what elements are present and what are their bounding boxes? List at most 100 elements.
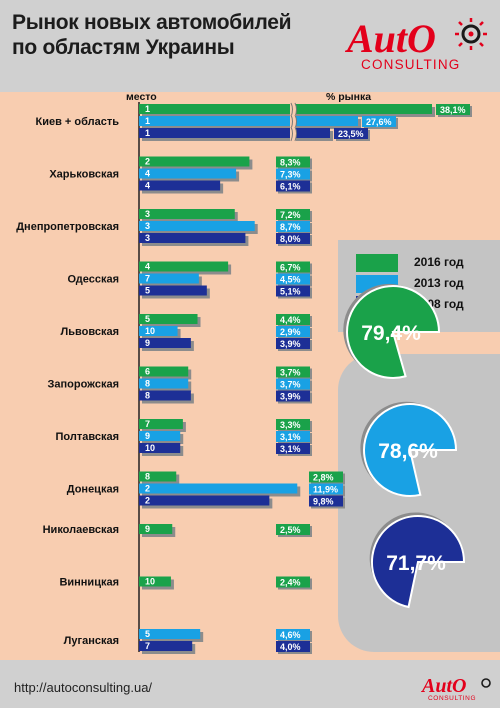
- region-group-0: Киев + область 1 38,1% 1 27,6% 1 23,5%: [35, 102, 472, 142]
- region-group-4: Львовская 5 4,4% 10 2,9% 9 3,9%: [61, 314, 312, 351]
- bar-2013: [139, 378, 189, 389]
- region-label: Львовская: [61, 326, 119, 338]
- rank-label: 8: [145, 472, 150, 482]
- pct-label: 23,5%: [338, 129, 364, 139]
- rank-label: 5: [145, 286, 150, 296]
- bar-2016: [139, 419, 183, 429]
- pct-label: 8,0%: [280, 234, 301, 244]
- footer-logo: AutO CONSULTING: [420, 675, 491, 702]
- pct-box: [309, 471, 343, 483]
- pct-label: 38,1%: [440, 105, 466, 115]
- region-label: Одесская: [67, 274, 119, 286]
- chart-area: 2016 год 2013 год 2008 год место% рынка К…: [0, 92, 500, 660]
- rank-label: 10: [145, 577, 155, 587]
- rank-label: 5: [145, 629, 150, 639]
- pct-box: [276, 629, 310, 640]
- autoconsulting-logo: AutO CONSULTING: [345, 16, 487, 72]
- pct-label: 3,1%: [280, 444, 301, 454]
- rank-label: 2: [145, 157, 150, 167]
- pct-box: [276, 443, 310, 454]
- pct-label: 8,7%: [280, 222, 301, 232]
- region-label: Николаевская: [43, 524, 119, 536]
- pct-label: 27,6%: [366, 117, 392, 127]
- pie-2: [369, 512, 466, 609]
- rank-label: 7: [145, 274, 150, 284]
- region-group-3: Одесская 4 6,7% 7 4,5% 5 5,1%: [67, 261, 312, 299]
- bar-2013: [139, 629, 201, 639]
- pct-label: 2,4%: [280, 577, 301, 587]
- pct-label: 8,3%: [280, 157, 301, 167]
- pie-value-label: 78,6%: [378, 440, 438, 463]
- bar-2016: [139, 314, 198, 324]
- region-label: Запорожская: [48, 379, 119, 391]
- footer-logo-text: AutO: [420, 675, 466, 697]
- region-group-1: Харьковская 2 8,3% 4 7,3% 4 6,1%: [49, 156, 312, 194]
- rank-label: 7: [145, 419, 150, 429]
- bar-2016: [139, 366, 189, 377]
- rank-label: 6: [145, 367, 150, 377]
- pct-box: [276, 285, 310, 297]
- pct-box: [436, 104, 470, 115]
- pie-value-label: 71,7%: [386, 552, 446, 575]
- pct-box: [362, 116, 396, 127]
- region-label: Луганская: [64, 635, 119, 647]
- page-title: Рынок новых автомобилей по областям Укра…: [12, 10, 332, 60]
- bar-2016: [139, 524, 173, 534]
- footer-logo-wheel-icon: [481, 678, 491, 688]
- pct-label: 6,7%: [280, 262, 301, 272]
- bar-2008: [139, 390, 191, 401]
- region-label: Киев + область: [35, 116, 119, 128]
- pct-label: 4,6%: [280, 630, 301, 640]
- pct-box: [276, 326, 310, 337]
- legend-label-2013: 2013 год: [414, 276, 464, 290]
- pct-box: [276, 168, 310, 180]
- pct-label: 4,4%: [280, 315, 301, 325]
- pct-label: 3,1%: [280, 432, 301, 442]
- logo-wheel-icon: [455, 18, 487, 50]
- pct-box: [276, 314, 310, 325]
- rank-label: 1: [145, 116, 150, 126]
- header-rank-label: место: [126, 92, 157, 103]
- legend-swatch-2016: [356, 254, 398, 272]
- rank-label: 8: [145, 379, 150, 389]
- bar-break: [290, 103, 296, 118]
- pct-box: [309, 483, 343, 495]
- bar-2013: [139, 116, 358, 126]
- title-line-2: по областям Украины: [12, 36, 235, 59]
- pct-box: [276, 390, 310, 402]
- rank-label: 2: [145, 484, 150, 494]
- pie-slice: [371, 515, 466, 609]
- region-label: Харьковская: [49, 169, 119, 181]
- pct-label: 3,9%: [280, 391, 301, 401]
- pct-box: [276, 261, 310, 273]
- bar-break: [290, 127, 296, 142]
- footer: http://autoconsulting.ua/ AutO CONSULTIN…: [0, 660, 500, 708]
- legend-label-2016: 2016 год: [414, 255, 464, 269]
- pct-box: [276, 156, 310, 168]
- rank-label: 3: [145, 221, 150, 231]
- region-label: Полтавская: [56, 431, 120, 443]
- rank-label: 10: [145, 443, 155, 453]
- rank-label: 4: [145, 169, 150, 179]
- site-url[interactable]: http://autoconsulting.ua/: [14, 680, 153, 695]
- bar-2016: [139, 576, 171, 587]
- pct-label: 6,1%: [280, 181, 301, 191]
- region-group-8: Николаевская 9 2,5%: [43, 524, 312, 537]
- rank-label: 3: [145, 209, 150, 219]
- rank-label: 10: [145, 326, 155, 336]
- bar-2013: [139, 431, 181, 441]
- region-group-9: Винницкая 10 2,4%: [59, 576, 312, 590]
- break-marks: [290, 126, 297, 142]
- region-group-2: Днепропетровская 3 7,2% 3 8,7% 3 8,0%: [16, 209, 312, 246]
- logo-auto-text: AutO: [345, 16, 436, 61]
- pct-box: [276, 419, 310, 430]
- pct-label: 3,9%: [280, 339, 301, 349]
- pct-label: 5,1%: [280, 286, 301, 296]
- pct-box: [276, 431, 310, 442]
- pct-label: 4,0%: [280, 642, 301, 652]
- pct-label: 4,5%: [280, 274, 301, 284]
- pie-slice: [346, 285, 441, 379]
- rank-label: 4: [145, 262, 150, 272]
- bar-2016: [139, 261, 229, 272]
